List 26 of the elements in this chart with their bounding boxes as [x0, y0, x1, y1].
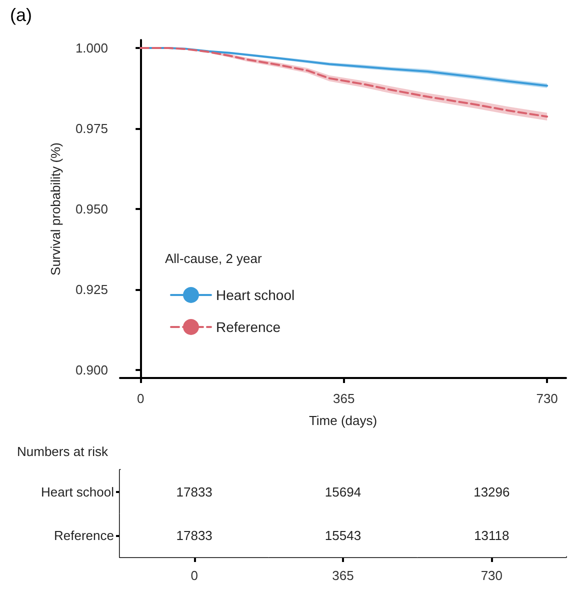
x-tick-label: 365: [332, 391, 355, 406]
x-tick-label: 730: [480, 568, 503, 583]
legend-label: Heart school: [216, 287, 295, 303]
data-label: 15694: [324, 484, 362, 500]
y-axis-title: Survival probability (%): [48, 142, 63, 276]
legend-label: Reference: [216, 319, 281, 335]
legend-title: All-cause, 2 year: [165, 251, 262, 266]
y-tick-label: 0.900: [75, 362, 108, 378]
data-label: 17833: [176, 484, 212, 500]
data-label: 17833: [176, 528, 212, 543]
data-label: 13296: [474, 484, 510, 500]
chart-title: Numbers at risk: [17, 444, 109, 459]
x-tick-label: 730: [536, 391, 558, 406]
y-tick-label: 0.975: [75, 121, 108, 136]
x-axis-title: Time (days): [308, 413, 378, 428]
y-tick-label: Heart school: [41, 484, 114, 500]
y-tick-label: Reference: [54, 528, 114, 543]
x-tick-label: 0: [136, 391, 144, 406]
data-label: 13118: [474, 528, 510, 543]
x-tick-label: 0: [190, 568, 198, 583]
data-label: 15543: [324, 528, 362, 543]
y-tick-label: 0.950: [75, 202, 108, 216]
text: (a): [10, 5, 32, 25]
y-tick-label: 0.925: [75, 282, 108, 297]
y-tick-label: 1.000: [75, 40, 108, 56]
x-tick-label: 365: [332, 568, 354, 583]
